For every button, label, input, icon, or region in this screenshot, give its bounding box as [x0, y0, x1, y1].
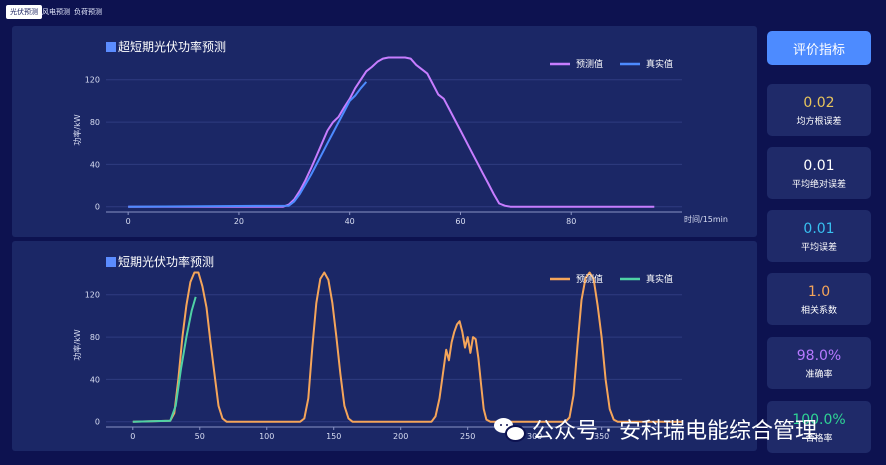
- series-line: [132, 271, 682, 423]
- y-tick-label: 40: [90, 375, 100, 384]
- title-marker-icon: [106, 256, 116, 267]
- legend-label: 真实值: [646, 273, 673, 285]
- x-tick-label: 150: [326, 432, 341, 441]
- legend-label: 预测值: [576, 58, 603, 70]
- x-tick-label: 0: [126, 217, 131, 226]
- x-axis-label: 时间/15min: [684, 214, 728, 224]
- chart-title-text: 短期光伏功率预测: [118, 255, 215, 269]
- x-tick-label: 20: [234, 217, 244, 226]
- x-tick-label: 0: [130, 432, 135, 441]
- metric-value: 1.0: [807, 284, 831, 300]
- x-tick-label: 350: [594, 432, 609, 441]
- y-tick-label: 80: [90, 118, 100, 127]
- y-tick-label: 0: [95, 203, 100, 212]
- evaluation-metrics-button[interactable]: 评价指标: [767, 31, 871, 65]
- metric-value: 0.01: [803, 158, 835, 174]
- x-tick-label: 80: [566, 217, 576, 226]
- wechat-icon: [494, 418, 526, 442]
- title-marker-icon: [106, 41, 116, 52]
- y-axis-label: 功率/kW: [72, 329, 82, 360]
- metric-card-accuracy: 98.0% 准确率: [767, 337, 871, 389]
- chart-title: 超短期光伏功率预测: [106, 38, 226, 55]
- metric-label: 相关系数: [800, 306, 837, 316]
- short-term-chart-panel: 0 40 80 120 0 50 100 150 200 250 300 350 功率/kW 预测值 真实值…: [12, 241, 757, 451]
- metric-label: 准确率: [805, 370, 833, 380]
- metric-card-rmse: 0.02 均方根误差: [767, 84, 871, 136]
- y-tick-label: 120: [85, 291, 100, 300]
- tab-bar: 光伏预测 风电预测 负荷预测: [0, 0, 886, 24]
- legend-label: 真实值: [646, 58, 673, 70]
- metric-label: 合格率: [805, 434, 833, 444]
- metric-value: 0.02: [803, 95, 835, 111]
- series-line: [132, 296, 197, 423]
- metric-card-correlation: 1.0 相关系数: [767, 273, 871, 325]
- metric-value: 0.01: [803, 221, 835, 237]
- x-tick-label: 60: [455, 217, 465, 226]
- x-tick-label: 50: [195, 432, 205, 441]
- series-line: [128, 81, 368, 208]
- ultra-short-term-chart-panel: 0 40 80 120 0 20 40 60 80 时间/15min 功率/kW 预测值 真实值 超短期…: [12, 26, 757, 237]
- ultra-short-term-chart: 0 40 80 120 0 20 40 60 80 时间/15min 功率/kW 预测值 真实值: [72, 56, 728, 226]
- y-tick-label: 40: [90, 160, 100, 169]
- metric-card-pass-rate: 100.0% 合格率: [767, 401, 871, 453]
- x-tick-label: 200: [393, 432, 408, 441]
- metric-value: 98.0%: [796, 348, 842, 364]
- tab-pv-forecast[interactable]: 光伏预测: [6, 5, 42, 19]
- x-tick-label: 40: [345, 217, 355, 226]
- metric-card-mean-error: 0.01 平均误差: [767, 210, 871, 262]
- y-axis-label: 功率/kW: [72, 114, 82, 145]
- metric-label: 平均绝对误差: [791, 180, 846, 190]
- x-tick-label: 300: [527, 432, 542, 441]
- metric-value: 100.0%: [792, 412, 846, 428]
- legend-label: 预测值: [576, 273, 603, 285]
- watermark-text: 公众号 · 安科瑞电能综合管理: [532, 419, 817, 444]
- chart-title: 短期光伏功率预测: [106, 253, 214, 270]
- y-tick-label: 0: [95, 418, 100, 427]
- x-tick-label: 250: [460, 432, 475, 441]
- metric-label: 平均误差: [800, 243, 837, 253]
- y-tick-label: 80: [90, 333, 100, 342]
- metric-card-mae: 0.01 平均绝对误差: [767, 147, 871, 199]
- x-tick-label: 100: [259, 432, 274, 441]
- series-line: [128, 56, 655, 208]
- short-term-chart: 0 40 80 120 0 50 100 150 200 250 300 350 功率/kW 预测值 真实值: [72, 271, 682, 441]
- chart-title-text: 超短期光伏功率预测: [118, 40, 227, 54]
- tab-wind-forecast[interactable]: 风电预测: [42, 8, 70, 16]
- tab-load-forecast[interactable]: 负荷预测: [74, 8, 102, 16]
- metric-label: 均方根误差: [796, 117, 842, 127]
- watermark: 公众号 · 安科瑞电能综合管理: [494, 414, 817, 444]
- y-tick-label: 120: [85, 76, 100, 85]
